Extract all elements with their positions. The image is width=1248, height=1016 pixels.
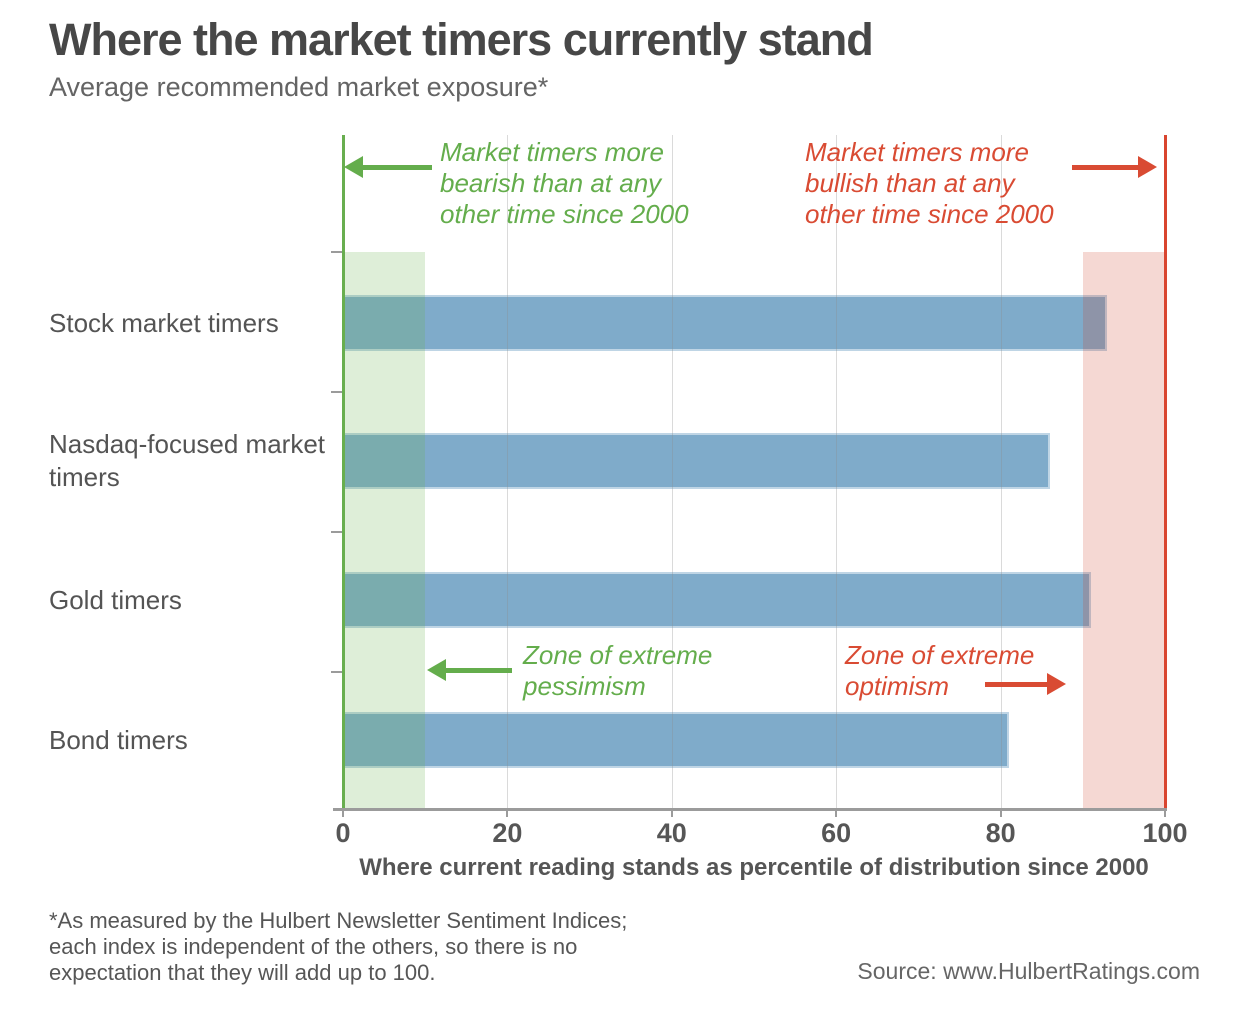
annotation-pessimism-line1: Zone of extreme (523, 640, 713, 670)
chart-title: Where the market timers currently stand (49, 14, 874, 65)
bearish-arrow-shaft (360, 165, 432, 170)
right-arrow-icon (1138, 156, 1157, 178)
gridline-80 (1000, 135, 1002, 809)
x-tick-label-100: 100 (1142, 818, 1188, 848)
boundary-line-at-100 (1163, 135, 1167, 811)
annotation-bearish-line3: other time since 2000 (440, 199, 689, 229)
chart-subtitle: Average recommended market exposure* (49, 72, 549, 102)
annotation-bearish-line2: bearish than at any (440, 168, 662, 198)
x-tick-mark-80 (999, 811, 1002, 817)
y-tick-mark (331, 671, 342, 673)
annotation-bullish-line1: Market timers more (805, 137, 1029, 167)
zone-of-extreme-optimism-zone (1082, 252, 1165, 809)
x-tick-mark-100 (1164, 811, 1166, 817)
source-credit: Source: www.HulbertRatings.com (857, 958, 1200, 984)
annotation-optimism-line2: optimism (845, 671, 950, 701)
x-axis-line (333, 808, 1167, 811)
annotation-bullish: Market timers more bullish than at any o… (805, 137, 1054, 230)
annotation-bearish: Market timers more bearish than at any o… (440, 137, 689, 230)
x-tick-mark-40 (670, 811, 673, 817)
gridline-40 (671, 135, 673, 809)
x-axis-title: Where current reading stands as percenti… (359, 854, 1149, 881)
boundary-line-at-0 (341, 135, 345, 811)
bar-gold-timers (343, 572, 1092, 628)
right-arrow-icon (1047, 673, 1066, 695)
bar-stock-market-timers (343, 295, 1108, 351)
footnote-line: each index is independent of the others,… (49, 934, 578, 959)
left-arrow-icon (427, 659, 446, 681)
footnote-line: *As measured by the Hulbert Newsletter S… (49, 908, 628, 933)
category-label-gold-timers: Gold timers (49, 584, 182, 615)
category-label-bond-timers: Bond timers (49, 724, 188, 755)
x-tick-label-80: 80 (985, 818, 1016, 848)
bullish-arrow-shaft (1072, 165, 1138, 170)
left-arrow-icon (344, 156, 363, 178)
pessimism-arrow-shaft (446, 668, 512, 673)
x-tick-mark-60 (835, 811, 838, 817)
x-tick-label-0: 0 (335, 818, 351, 848)
x-tick-label-60: 60 (821, 818, 852, 848)
footnote-line: expectation that they will add up to 100… (49, 960, 436, 985)
zone-of-extreme-pessimism-zone (343, 252, 426, 809)
annotation-optimism-line1: Zone of extreme (845, 640, 1035, 670)
x-tick-mark-20 (506, 811, 509, 817)
annotation-optimism: Zone of extreme optimism (845, 640, 1034, 702)
annotation-bullish-line2: bullish than at any (805, 168, 1015, 198)
gridline-20 (507, 135, 509, 809)
optimism-arrow-shaft (985, 682, 1047, 687)
gridline-60 (836, 135, 838, 809)
bar-nasdaq-focused-market-timers (343, 433, 1050, 489)
y-tick-mark (331, 251, 342, 253)
x-tick-mark-0 (342, 811, 344, 817)
y-tick-mark (331, 391, 342, 393)
category-label-stock-market-timers: Stock market timers (49, 307, 279, 338)
annotation-bearish-line1: Market timers more (440, 137, 664, 167)
y-tick-mark (331, 531, 342, 533)
x-tick-label-40: 40 (656, 818, 687, 848)
annotation-pessimism: Zone of extreme pessimism (523, 640, 712, 702)
category-label-nasdaq-focused-market-timers: Nasdaq-focused market timers (49, 429, 326, 492)
annotation-pessimism-line2: pessimism (523, 671, 646, 701)
x-tick-label-20: 20 (492, 818, 523, 848)
bar-bond-timers (343, 712, 1009, 768)
annotation-bullish-line3: other time since 2000 (805, 199, 1054, 229)
